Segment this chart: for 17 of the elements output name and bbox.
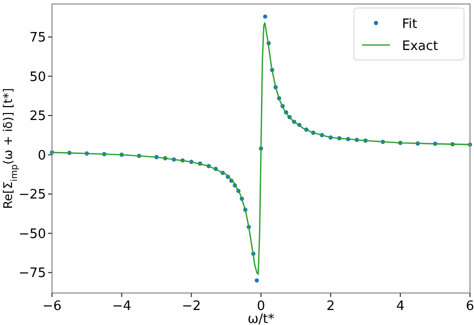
legend-label: Exact: [402, 39, 438, 54]
y-tick-label: 0: [38, 148, 46, 164]
x-tick-label: −4: [112, 299, 132, 314]
x-tick-label: 6: [466, 299, 474, 314]
x-tick-label: 4: [396, 299, 404, 314]
x-tick-label: −6: [42, 299, 62, 314]
y-tick-label: −75: [18, 266, 46, 282]
y-tick-label: 25: [29, 109, 46, 124]
x-axis-title: ω/t*: [248, 312, 275, 325]
x-tick-label: 0: [256, 299, 266, 314]
x-tick-label: −2: [182, 299, 201, 314]
x-tick-label: 2: [326, 299, 335, 314]
y-tick-label: −25: [18, 188, 46, 203]
y-tick-label: 75: [29, 30, 46, 46]
y-tick-label: 50: [29, 70, 46, 85]
legend-label: Fit: [402, 17, 418, 32]
y-tick-label: −50: [18, 226, 46, 242]
